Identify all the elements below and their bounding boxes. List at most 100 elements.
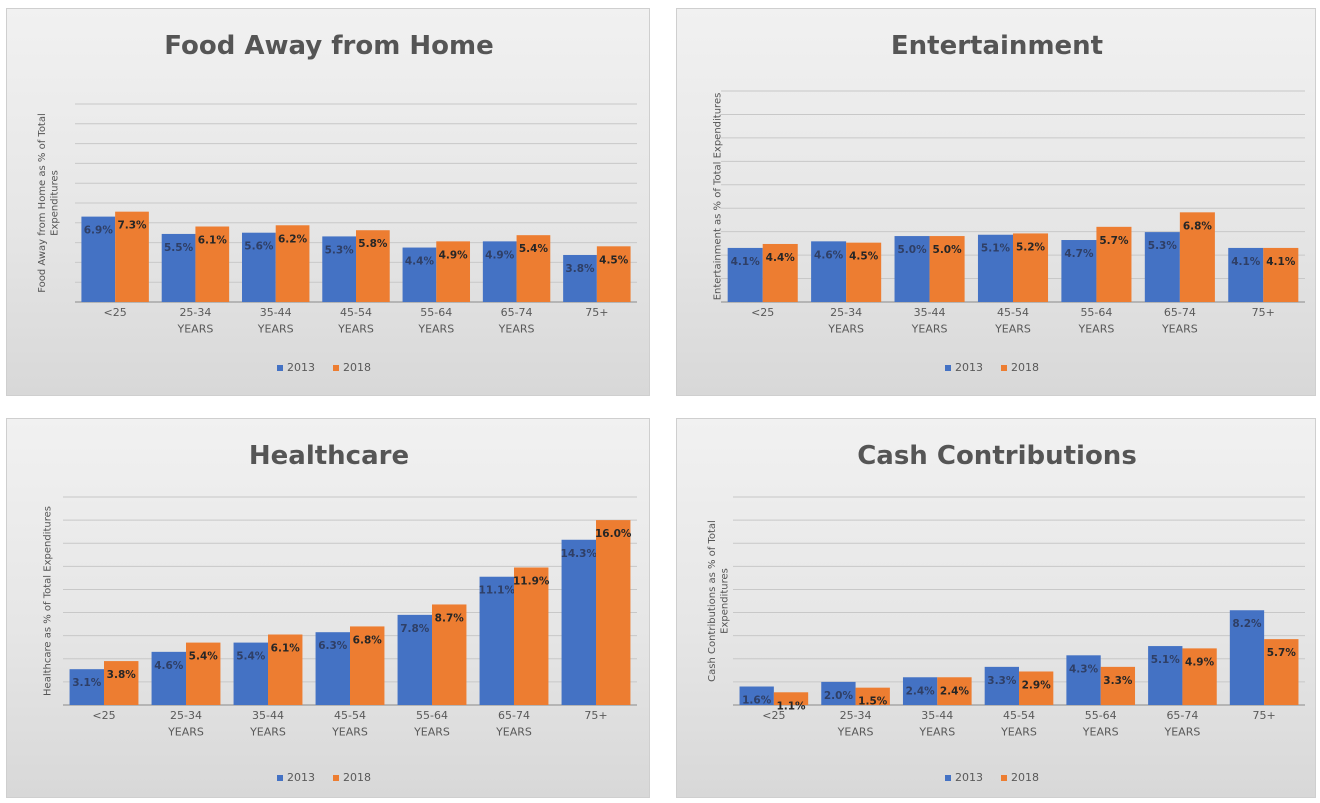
x-tick-label: 35-44 YEARS <box>249 709 286 739</box>
x-tick-label-line: YEARS <box>1082 726 1119 739</box>
data-label-2018: 6.1% <box>198 235 228 247</box>
chart-panel-entertainment: Entertainment Entertainment as % of Total… <box>676 8 1316 396</box>
data-label-2013: 2.4% <box>906 685 936 697</box>
x-tick-label-line: 75+ <box>1253 709 1276 722</box>
x-tick-label: 55-64 YEARS <box>1082 709 1119 739</box>
bar-2013 <box>562 540 596 705</box>
data-label-2018: 4.9% <box>439 249 469 261</box>
data-label-2013: 11.1% <box>479 585 516 597</box>
x-tick-label: 75+ <box>585 306 608 319</box>
data-label-2013: 14.3% <box>561 548 598 560</box>
x-tick-label-line: 65-74 <box>1166 709 1198 722</box>
data-label-2013: 5.3% <box>325 244 355 256</box>
chart-panel-food-away: Food Away from Home Food Away from Home a… <box>6 8 650 396</box>
x-tick-label: 25-34 YEARS <box>837 709 874 739</box>
data-label-2013: 4.7% <box>1064 248 1094 260</box>
data-label-2013: 3.1% <box>72 677 102 689</box>
legend-label-2013: 2013 <box>955 771 983 784</box>
x-tick-label-line: 55-64 <box>1080 306 1112 319</box>
x-tick-label-line: YEARS <box>257 323 294 336</box>
data-label-2013: 4.6% <box>154 660 184 672</box>
data-label-2013: 3.3% <box>987 675 1017 687</box>
x-tick-label-line: YEARS <box>331 726 368 739</box>
data-label-2013: 6.3% <box>318 640 348 652</box>
legend-label-2018: 2018 <box>1011 771 1039 784</box>
data-label-2013: 5.3% <box>1148 240 1178 252</box>
data-label-2013: 1.6% <box>742 695 772 707</box>
x-tick-label-line: YEARS <box>337 323 374 336</box>
legend-swatch-2018 <box>1001 775 1007 781</box>
legend-swatch-2013 <box>945 365 951 371</box>
y-axis-label: Cash Contributions as % of Total Expendit… <box>707 520 731 682</box>
x-tick-label: 65-74 YEARS <box>1164 709 1201 739</box>
x-tick-label-line: 25-34 <box>830 306 862 319</box>
y-axis-label: Healthcare as % of Total Expenditures <box>43 506 54 696</box>
chart-title: Entertainment <box>891 31 1103 61</box>
x-tick-label: <25 <box>92 709 115 722</box>
x-tick-label: 35-44 YEARS <box>911 306 948 336</box>
x-tick-label-line: YEARS <box>837 726 874 739</box>
x-tick-label: 25-34 YEARS <box>177 306 214 336</box>
x-tick-label: 65-74 YEARS <box>498 306 535 336</box>
x-tick-label: 65-74 YEARS <box>495 709 532 739</box>
legend-swatch-2013 <box>945 775 951 781</box>
data-label-2018: 8.7% <box>435 612 465 624</box>
legend-label-2013: 2013 <box>287 361 315 374</box>
x-tick-label-line: YEARS <box>1161 323 1198 336</box>
x-tick-label: 75+ <box>1252 306 1275 319</box>
x-tick-label-line: YEARS <box>413 726 450 739</box>
x-tick-label-line: YEARS <box>167 726 204 739</box>
x-tick-label-line: 75+ <box>1252 306 1275 319</box>
x-tick-label-line: 75+ <box>584 709 607 722</box>
data-label-2013: 7.8% <box>400 623 430 635</box>
data-label-2013: 5.4% <box>236 651 266 663</box>
x-tick-label-line: YEARS <box>918 726 955 739</box>
x-tick-label: 55-64 YEARS <box>1078 306 1115 336</box>
bar-2018 <box>596 520 630 705</box>
x-tick-label-line: 45-54 <box>334 709 366 722</box>
data-label-2018: 5.4% <box>519 243 549 255</box>
data-label-2013: 5.5% <box>164 242 194 254</box>
x-tick-label-line: YEARS <box>994 323 1031 336</box>
data-label-2018: 6.2% <box>278 233 308 245</box>
data-label-2013: 5.6% <box>244 241 274 253</box>
x-tick-label-line: <25 <box>104 306 127 319</box>
chart-svg: Food Away from Home Food Away from Home a… <box>7 9 651 397</box>
data-label-2018: 1.5% <box>858 696 888 708</box>
x-tick-label-line: YEARS <box>827 323 864 336</box>
x-tick-label-line: YEARS <box>911 323 948 336</box>
data-label-2013: 4.4% <box>405 256 435 268</box>
x-tick-label: 75+ <box>584 709 607 722</box>
data-label-2013: 8.2% <box>1232 618 1262 630</box>
x-tick-label: 75+ <box>1253 709 1276 722</box>
data-label-2018: 4.5% <box>599 254 629 266</box>
x-tick-label-line: 25-34 <box>840 709 872 722</box>
x-tick-label: <25 <box>104 306 127 319</box>
data-label-2018: 4.1% <box>1266 256 1296 268</box>
y-axis-label-line: Cash Contributions as % of Total <box>707 520 718 682</box>
bar-2018 <box>104 661 138 705</box>
data-label-2018: 5.0% <box>933 244 963 256</box>
data-label-2018: 6.8% <box>353 634 383 646</box>
data-label-2018: 4.9% <box>1185 656 1215 668</box>
data-label-2013: 5.1% <box>981 243 1011 255</box>
x-tick-label: <25 <box>762 709 785 722</box>
x-tick-label-line: YEARS <box>498 323 535 336</box>
y-axis-label-line: Expenditures <box>50 170 61 236</box>
x-tick-label-line: YEARS <box>1078 323 1115 336</box>
x-tick-label-line: 45-54 <box>1003 709 1035 722</box>
data-label-2018: 5.7% <box>1267 647 1297 659</box>
x-tick-label-line: 75+ <box>585 306 608 319</box>
data-label-2018: 6.1% <box>271 643 301 655</box>
data-label-2013: 5.0% <box>897 244 927 256</box>
data-label-2018: 3.8% <box>107 669 137 681</box>
x-tick-label-line: 35-44 <box>252 709 284 722</box>
x-tick-label-line: <25 <box>751 306 774 319</box>
x-tick-label-line: 45-54 <box>997 306 1029 319</box>
x-tick-label-line: YEARS <box>1000 726 1037 739</box>
chart-svg: Cash ContributionsCash Contributions as … <box>677 419 1317 799</box>
data-label-2018: 5.4% <box>189 651 219 663</box>
y-axis-label: Food Away from Home as % of Total Expendi… <box>37 113 61 293</box>
x-tick-label-line: 45-54 <box>340 306 372 319</box>
x-tick-label-line: 55-64 <box>1085 709 1117 722</box>
